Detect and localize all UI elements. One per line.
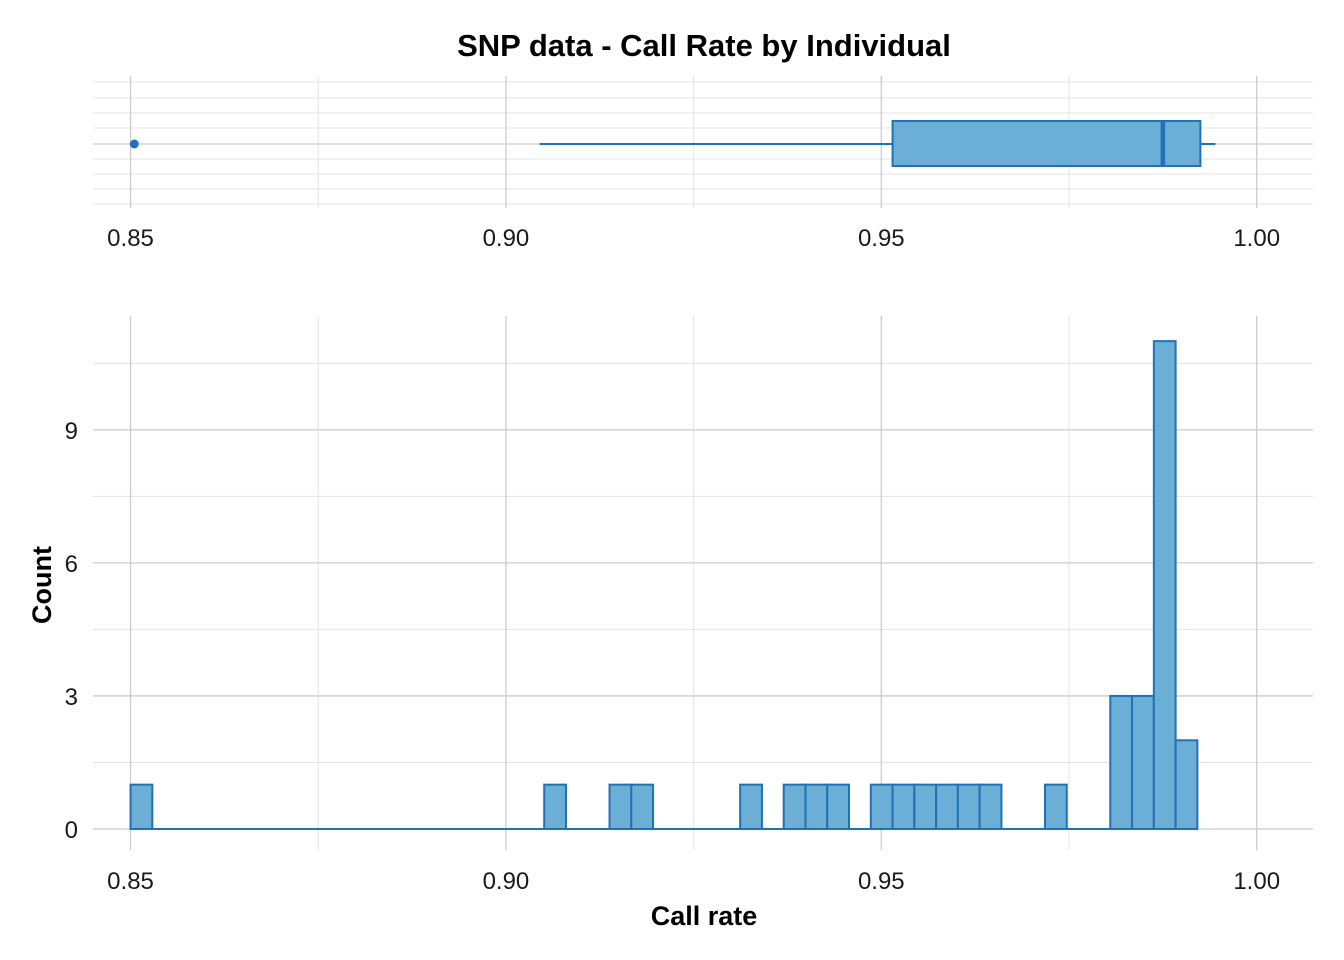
y-axis-title: Count: [27, 546, 57, 624]
histogram-bar: [630, 783, 655, 831]
histogram-bar: [1043, 783, 1068, 831]
hist-x-tick-label: 0.85: [107, 868, 154, 895]
histogram-bar: [978, 783, 1003, 831]
hist-y-tick-label: 6: [65, 551, 78, 578]
x-axis-title: Call rate: [651, 901, 758, 931]
histogram-bar: [543, 783, 567, 831]
histogram-bar: [804, 783, 829, 831]
box-x-tick-label: 0.95: [858, 225, 905, 252]
histogram-bar: [891, 783, 916, 831]
histogram-bar: [826, 783, 851, 831]
histogram-bar: [935, 783, 959, 831]
histogram-y-ticks: 0 3 6 9: [65, 418, 78, 844]
histogram-bar: [956, 783, 981, 831]
hist-x-tick-label: 0.95: [858, 868, 905, 895]
hist-y-tick-label: 0: [65, 817, 78, 844]
box-x-tick-label: 0.90: [483, 225, 530, 252]
histogram-bar: [1131, 694, 1155, 831]
boxplot-marks: [129, 120, 1216, 167]
histogram-bar: [608, 783, 633, 831]
iqr-box: [891, 120, 1202, 167]
histogram-bar: [739, 783, 763, 831]
hist-x-tick-label: 0.90: [483, 868, 530, 895]
hist-y-tick-label: 3: [65, 684, 78, 711]
histogram-bars: [129, 340, 1199, 831]
outlier-point: [129, 139, 139, 149]
histogram-bar: [1109, 694, 1134, 831]
histogram-bar: [782, 783, 807, 831]
box-x-tick-label: 0.85: [107, 225, 154, 252]
hist-x-tick-label: 1.00: [1233, 868, 1280, 895]
box-x-tick-label: 1.00: [1233, 225, 1280, 252]
chart-title: SNP data - Call Rate by Individual: [457, 28, 951, 63]
hist-y-tick-label: 9: [65, 418, 78, 445]
histogram-bar: [1174, 739, 1199, 830]
histogram-bar: [129, 783, 154, 831]
boxplot-x-ticks: 0.85 0.90 0.95 1.00: [107, 225, 1280, 252]
histogram-panel: 0.85 0.90 0.95 1.00 0 3 6 9: [65, 316, 1313, 895]
histogram-bar: [869, 783, 894, 831]
histogram-bar: [913, 783, 938, 831]
histogram-bar: [1152, 340, 1177, 830]
histogram-x-ticks: 0.85 0.90 0.95 1.00: [107, 868, 1280, 895]
boxplot-panel: 0.85 0.90 0.95 1.00: [93, 76, 1313, 252]
